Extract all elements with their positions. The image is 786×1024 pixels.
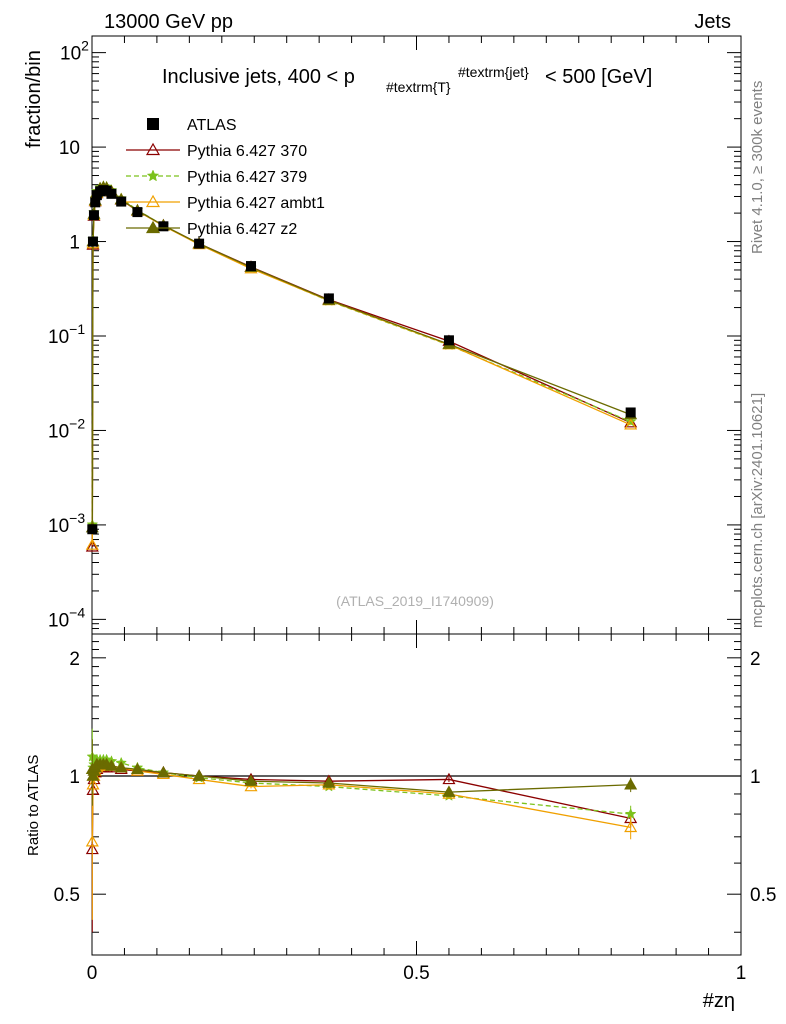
title-prefix: Inclusive jets, 400 < p bbox=[162, 66, 355, 88]
series-marker-ratio bbox=[442, 772, 456, 785]
ratio-axis-label: Ratio to ATLAS bbox=[25, 755, 42, 856]
legend-label: Pythia 6.427 370 bbox=[187, 143, 307, 160]
reference-markers bbox=[87, 185, 636, 535]
y-tick-label: 10−4 bbox=[48, 604, 85, 631]
legend-marker bbox=[145, 142, 161, 156]
legend-label: Pythia 6.427 ambt1 bbox=[187, 195, 325, 212]
ratio-tick-label-left: 1 bbox=[69, 767, 80, 788]
title-suffix: < 500 [GeV] bbox=[545, 66, 652, 88]
series-marker-ratio bbox=[192, 769, 206, 781]
title-superscript: #textrm{jet} bbox=[458, 64, 529, 80]
process-label: Jets bbox=[694, 11, 731, 33]
y-tick-label: 10−1 bbox=[48, 321, 85, 348]
axis-ticks bbox=[91, 36, 742, 955]
y-tick-label: 10−2 bbox=[48, 415, 85, 442]
reference-marker bbox=[443, 335, 454, 346]
reference-marker bbox=[87, 524, 98, 535]
legend-marker bbox=[145, 194, 161, 208]
x-axis-label: #zη bbox=[703, 990, 735, 1012]
series-marker-ratio bbox=[244, 774, 258, 786]
series-marker-ratio bbox=[442, 785, 456, 797]
legend-marker bbox=[147, 118, 159, 130]
reference-marker bbox=[246, 261, 257, 272]
series-marker-ratio bbox=[322, 776, 336, 788]
reference-marker bbox=[90, 197, 101, 208]
energy-label: 13000 GeV pp bbox=[104, 11, 233, 33]
reference-marker bbox=[87, 236, 98, 247]
analysis-id-label: (ATLAS_2019_I1740909) bbox=[336, 593, 494, 609]
reference-marker bbox=[132, 207, 143, 218]
ratio-tick-label-right: 2 bbox=[750, 649, 761, 670]
title-subscript: #textrm{T} bbox=[386, 79, 451, 95]
reference-marker bbox=[625, 407, 636, 418]
mcplots-source-label: mcplots.cern.ch [arXiv:2401.10621] bbox=[749, 393, 766, 628]
chart-title: Inclusive jets, 400 < p #textrm{T} #text… bbox=[162, 60, 652, 97]
reference-marker bbox=[88, 210, 99, 221]
series-marker-main bbox=[85, 538, 99, 550]
legend-label: ATLAS bbox=[187, 117, 237, 134]
x-tick-label: 0 bbox=[87, 963, 98, 984]
series-marker-ratio bbox=[624, 820, 638, 833]
rivet-info-label: Rivet 4.1.0, ≥ 300k events bbox=[749, 81, 766, 254]
legend: ATLAS Pythia 6.427 370 Pythia 6.427 379 Pyt… bbox=[126, 117, 325, 238]
series-marker-ratio bbox=[104, 759, 119, 771]
x-tick-label: 1 bbox=[736, 963, 747, 984]
ratio-tick-label-left: 2 bbox=[69, 649, 80, 670]
series-marker-ratio bbox=[624, 778, 638, 790]
ratio-panel-series bbox=[85, 728, 638, 933]
y-tick-label: 102 bbox=[60, 38, 89, 65]
y-tick-label: 10 bbox=[59, 138, 80, 159]
reference-marker bbox=[158, 221, 169, 232]
y-tick-label: 1 bbox=[69, 233, 80, 254]
ratio-tick-label-right: 1 bbox=[750, 767, 761, 788]
reference-marker bbox=[106, 188, 117, 199]
legend-label: Pythia 6.427 379 bbox=[187, 169, 307, 186]
y-tick-label: 10−3 bbox=[48, 510, 85, 537]
series-marker-main bbox=[85, 540, 99, 552]
series-marker-ratio bbox=[114, 760, 128, 773]
reference-marker bbox=[194, 238, 205, 249]
series-marker-main bbox=[624, 418, 638, 430]
legend-marker bbox=[145, 220, 161, 234]
legend-marker bbox=[146, 169, 160, 182]
series-marker-ratio bbox=[156, 765, 170, 778]
reference-marker bbox=[116, 196, 127, 207]
legend-label: Pythia 6.427 z2 bbox=[187, 221, 297, 238]
ratio-tick-label-left: 0.5 bbox=[54, 885, 80, 906]
y-axis-label: fraction/bin bbox=[23, 50, 45, 148]
x-tick-label: 0.5 bbox=[403, 963, 429, 984]
ratio-tick-label-right: 0.5 bbox=[750, 885, 776, 906]
series-marker-ratio bbox=[86, 778, 100, 790]
reference-marker bbox=[323, 293, 334, 304]
axis-tick-labels: 0 0.5 1 102 10 1 10−1 10−2 10−3 10−4 0.5 0.5 1 1 2 2 bbox=[48, 38, 776, 984]
series-marker-ratio bbox=[85, 835, 99, 847]
series-marker-ratio bbox=[130, 762, 144, 775]
